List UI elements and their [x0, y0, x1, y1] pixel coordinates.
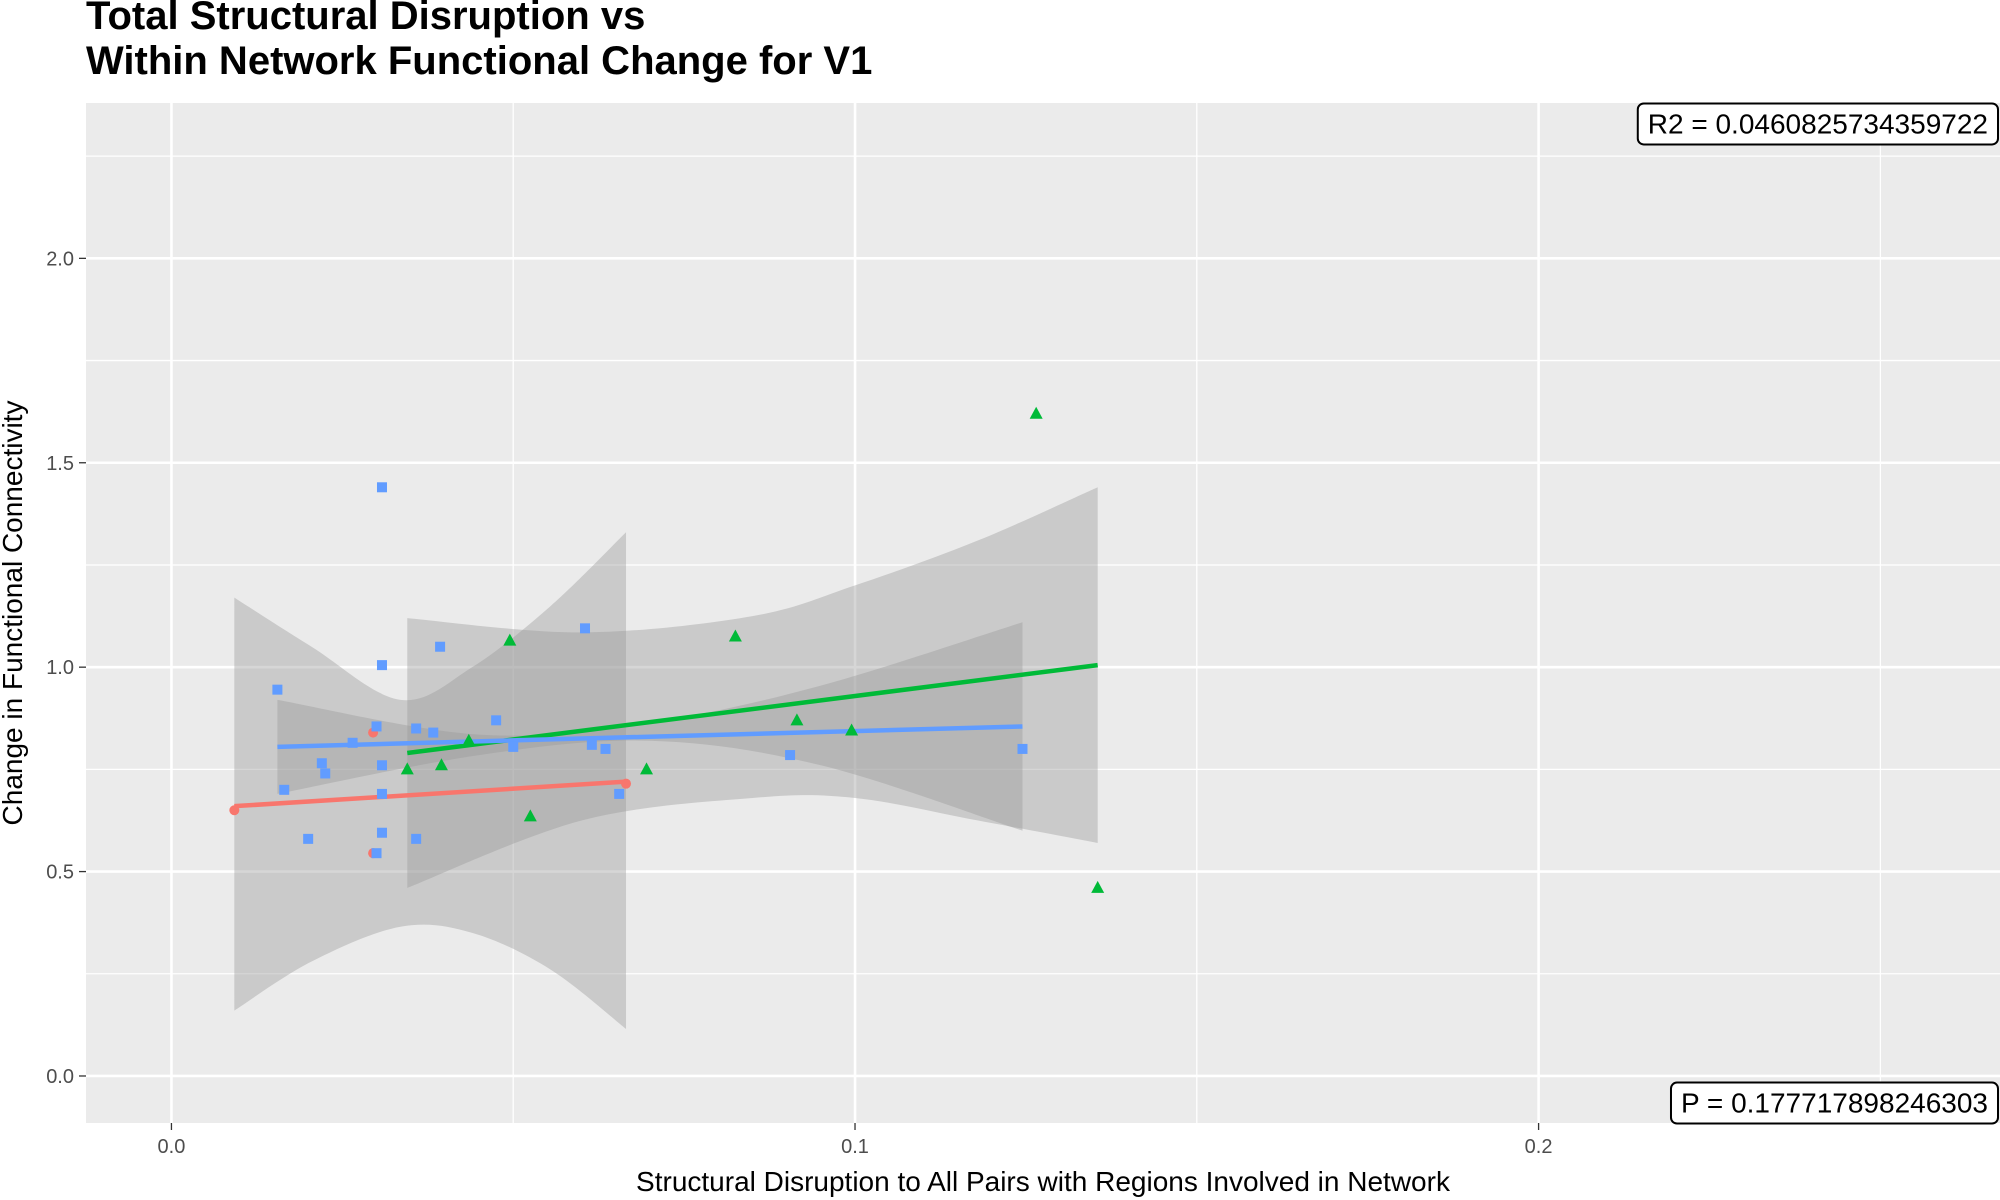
- plot-panel: [86, 103, 2000, 1123]
- data-point-group-blue: [411, 723, 422, 734]
- x-tick-label: 0.2: [1525, 1136, 1553, 1158]
- y-tick-label: 0.5: [46, 862, 74, 884]
- data-point-group-blue: [371, 721, 382, 732]
- confidence-band-group-blue: [277, 622, 1023, 831]
- data-point-group-red: [229, 805, 240, 816]
- regression-lines: [234, 662, 1098, 809]
- confidence-ribbons: [234, 487, 1098, 1029]
- data-point-group-blue: [347, 737, 358, 748]
- data-point-group-blue: [272, 684, 283, 695]
- data-point-group-blue: [785, 750, 796, 761]
- fit-line-group-blue: [277, 724, 1023, 750]
- data-point-group-blue: [614, 788, 625, 799]
- chart-title: Total Structural Disruption vs Within Ne…: [86, 0, 872, 84]
- x-tick-label: 0.0: [158, 1136, 186, 1158]
- y-tick-label: 0.0: [46, 1066, 74, 1088]
- data-point-group-green: [503, 633, 517, 646]
- data-point-group-blue: [376, 788, 387, 799]
- stat-label-box: R2 = 0.0460825734359722: [1636, 102, 1999, 146]
- data-point-group-blue: [428, 727, 439, 738]
- data-point-group-blue: [376, 660, 387, 671]
- data-point-group-green: [728, 629, 742, 642]
- data-point-group-green: [1091, 880, 1105, 893]
- data-point-group-blue: [320, 768, 331, 779]
- data-point-group-blue: [411, 833, 422, 844]
- data-point-group-green: [790, 713, 804, 726]
- data-point-group-green: [434, 758, 448, 771]
- x-axis-title: Structural Disruption to All Pairs with …: [636, 1166, 1451, 1197]
- stat-label-box: P = 0.177717898246303: [1669, 1081, 1999, 1125]
- y-axis-title: Change in Functional Connectivity: [0, 401, 28, 826]
- data-point-group-blue: [1017, 743, 1028, 754]
- data-point-group-blue: [376, 482, 387, 493]
- data-point-group-blue: [303, 833, 314, 844]
- data-point-group-blue: [580, 623, 591, 634]
- confidence-band-group-red: [234, 532, 627, 1029]
- x-tick-label: 0.1: [841, 1136, 869, 1158]
- data-point-group-blue: [376, 760, 387, 771]
- grid-lines: [86, 103, 2000, 1123]
- data-points: [229, 406, 1105, 893]
- data-point-group-blue: [316, 758, 327, 769]
- data-point-group-blue: [600, 743, 611, 754]
- data-point-group-blue: [491, 715, 502, 726]
- fit-line-group-red: [234, 779, 627, 809]
- data-point-group-blue: [508, 741, 519, 752]
- data-point-group-green: [845, 723, 859, 736]
- p-value-label: P = 0.177717898246303: [1681, 1088, 1988, 1119]
- data-point-group-green: [523, 809, 537, 822]
- data-point-group-blue: [586, 739, 597, 750]
- data-point-group-green: [400, 762, 414, 775]
- data-point-group-green: [462, 733, 476, 746]
- data-point-group-red: [621, 778, 632, 789]
- chart-title-line-2: Within Network Functional Change for V1: [86, 38, 873, 83]
- axis-ticks: 0.0 0.1 0.2 0.0 0.5 1.0 1.5 2.0: [46, 248, 1552, 1158]
- data-point-group-blue: [376, 827, 387, 838]
- data-point-group-blue: [371, 848, 382, 859]
- y-tick-label: 2.0: [46, 248, 74, 270]
- chart-title-line-1: Total Structural Disruption vs: [86, 0, 646, 38]
- data-point-group-green: [640, 762, 654, 775]
- confidence-band-group-green: [407, 487, 1098, 888]
- r-squared-label: R2 = 0.0460825734359722: [1648, 108, 1988, 139]
- data-point-group-green: [1029, 406, 1043, 419]
- y-tick-label: 1.5: [46, 453, 74, 475]
- data-point-group-blue: [279, 784, 290, 795]
- data-point-group-blue: [435, 641, 446, 652]
- label-box-border: [1669, 1081, 1999, 1125]
- label-box-border: [1636, 102, 1999, 146]
- stat-annotations: R2 = 0.0460825734359722 P = 0.17771789824…: [1636, 102, 1999, 1125]
- y-tick-label: 1.0: [46, 657, 74, 679]
